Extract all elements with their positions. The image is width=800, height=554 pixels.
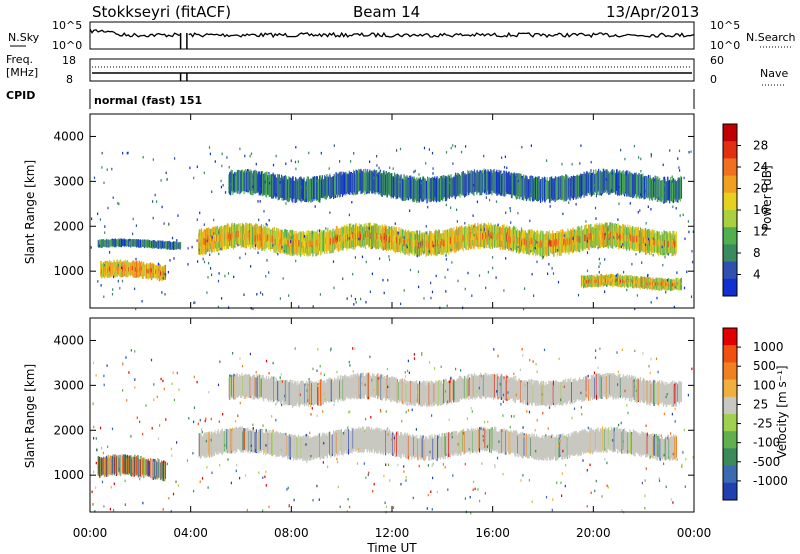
power-ytick-label-2: 3000 (53, 174, 84, 188)
velocity-cbar-label-1: 500 (753, 359, 776, 373)
freq-label: Freq. (6, 53, 33, 66)
power-colorbar: 28 24 20 16 12 8 4 (722, 123, 768, 297)
power-cbar-swatch-2 (723, 158, 737, 177)
velocity-cbar-swatch-3 (723, 379, 737, 398)
date-title: 13/Apr/2013 (606, 3, 699, 21)
power-cbar-swatch-4 (723, 192, 737, 211)
power-cbar-label-4: 12 (753, 225, 768, 239)
x-tick-label-1: 04:00 (173, 526, 208, 540)
velocity-ylabel: Slant Range [km] (23, 364, 37, 468)
nsky-series (89, 28, 695, 39)
power-ytick-label-1: 2000 (53, 219, 84, 233)
power-feature-3 (228, 168, 683, 204)
power-cbar-swatch-0 (723, 124, 737, 142)
velocity-cbar-label: Velocity [m s⁻¹] (775, 365, 789, 458)
power-feature-0 (97, 238, 182, 250)
nsearch-tick-bottom: 10^0 (710, 39, 740, 52)
x-axis-label: Time UT (366, 541, 417, 554)
power-cbar-label-1: 24 (753, 160, 768, 174)
power-cbar-swatch-9 (723, 278, 737, 297)
power-cbar-label: Power [dB] (760, 165, 774, 230)
power-cbar-label-0: 28 (753, 139, 768, 153)
velocity-colorbar: 1000 500 100 25 -25 -100 -500 -1000 (722, 327, 788, 501)
station-title: Stokkseyri (fitACF) (92, 3, 231, 21)
power-cbar-label-6: 4 (753, 268, 761, 282)
velocity-cbar-label-3: 25 (753, 397, 768, 411)
power-feature-4 (580, 273, 683, 292)
power-noise (90, 144, 694, 311)
power-cbar-swatch-8 (723, 261, 737, 280)
x-tick-labels: 00:00 04:00 08:00 12:00 16:00 20:00 00:00 (73, 526, 712, 540)
velocity-panel-frame (89, 317, 695, 513)
power-feature-2 (198, 222, 677, 258)
power-ytick-label-0: 1000 (53, 264, 84, 278)
velocity-cbar-swatch-6 (723, 431, 737, 449)
nsky-tick-top: 10^5 (52, 19, 82, 32)
nave-label: Nave (760, 67, 788, 80)
power-axes: 1000 2000 3000 4000 (53, 114, 695, 308)
power-cbar-swatch-5 (723, 210, 737, 228)
velocity-ytick-label-2: 3000 (53, 378, 84, 392)
power-cbar-swatch-6 (723, 227, 737, 245)
velocity-cbar-label-6: -500 (753, 455, 780, 469)
velocity-axes: 1000 2000 3000 4000 (53, 318, 695, 512)
power-cbar-label-3: 16 (753, 203, 768, 217)
velocity-feature-2 (228, 372, 683, 408)
velocity-cbar-label-0: 1000 (753, 340, 784, 354)
power-ylabel: Slant Range [km] (23, 160, 37, 264)
power-cbar-label-2: 20 (753, 182, 768, 196)
velocity-ytick-label-3: 4000 (53, 333, 84, 347)
beam-title: Beam 14 (353, 3, 420, 21)
x-tick-label-3: 12:00 (375, 526, 410, 540)
x-tick-label-4: 16:00 (475, 526, 510, 540)
power-ytick-label-3: 4000 (53, 129, 84, 143)
power-cbar-swatch-1 (723, 141, 737, 159)
nsearch-label: N.Search (746, 31, 796, 44)
freq-tick-bottom: 8 (66, 73, 73, 86)
power-feature-1 (100, 259, 167, 282)
nsky-tick-bottom: 10^0 (52, 39, 82, 52)
cpid-text: normal (fast) 151 (94, 94, 202, 107)
nsearch-tick-top: 10^5 (710, 19, 740, 32)
velocity-cbar-swatch-1 (723, 345, 737, 363)
velocity-cbar-swatch-9 (723, 482, 737, 501)
nsky-panel (89, 21, 695, 50)
velocity-cbar-label-2: 100 (753, 378, 776, 392)
x-tick-label-0: 00:00 (73, 526, 108, 540)
power-cbar-swatch-7 (723, 244, 737, 263)
velocity-cbar-swatch-5 (723, 414, 737, 432)
velocity-feature-1 (198, 426, 677, 462)
velocity-cbar-label-5: -100 (753, 436, 780, 450)
velocity-cbar-label-4: -25 (753, 417, 773, 431)
nsky-label: N.Sky (8, 31, 40, 44)
freq-panel (89, 58, 695, 82)
velocity-cbar-swatch-4 (723, 396, 737, 415)
x-tick-label-6: 00:00 (677, 526, 712, 540)
velocity-heatmap (91, 347, 694, 515)
power-heatmap (90, 144, 694, 311)
velocity-cbar-frame (722, 327, 738, 501)
velocity-feature-0 (97, 454, 167, 482)
freq-unit: [MHz] (6, 66, 38, 79)
freq-tick-top: 18 (62, 54, 76, 67)
velocity-ytick-label-1: 2000 (53, 423, 84, 437)
power-cbar-swatch-3 (723, 175, 737, 194)
velocity-cbar-swatch-2 (723, 362, 737, 381)
cpid-label: CPID (6, 89, 35, 102)
nave-tick-top: 60 (710, 54, 724, 67)
velocity-noise (91, 347, 694, 515)
power-cbar-label-5: 8 (753, 246, 761, 260)
velocity-cbar-swatch-8 (723, 465, 737, 484)
x-tick-label-5: 20:00 (576, 526, 611, 540)
x-tick-label-2: 08:00 (274, 526, 309, 540)
velocity-ytick-label-0: 1000 (53, 468, 84, 482)
velocity-cbar-label-7: -1000 (753, 474, 788, 488)
velocity-cbar-swatch-0 (723, 328, 737, 346)
nave-tick-bottom: 0 (710, 73, 717, 86)
velocity-cbar-swatch-7 (723, 448, 737, 467)
